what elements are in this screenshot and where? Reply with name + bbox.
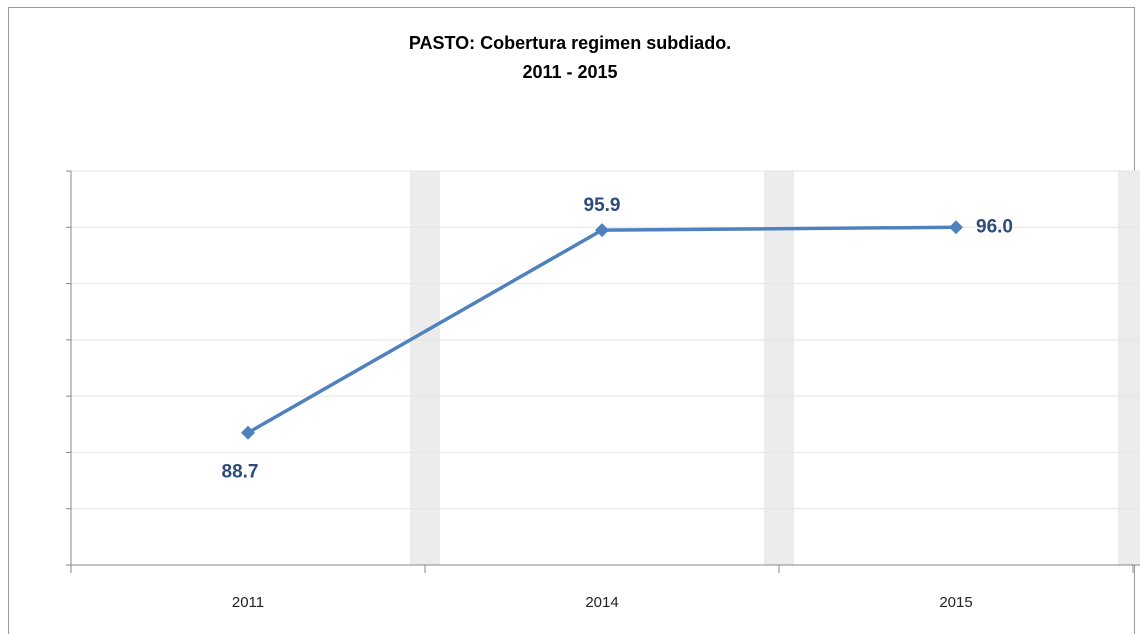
- marker: [595, 223, 609, 238]
- vertical-band: [764, 171, 794, 565]
- data-label: 95.9: [584, 195, 621, 216]
- line: [247, 225, 957, 435]
- data-label: 88.7: [222, 462, 259, 483]
- marker: [949, 220, 963, 235]
- chart-subtitle: 2011 - 2015: [522, 62, 617, 82]
- chart-border: [8, 7, 1135, 634]
- x-tick-label: 2015: [939, 594, 972, 611]
- marker: [241, 425, 255, 440]
- x-tick-label: 2011: [232, 594, 264, 611]
- x-tick-label: 2014: [585, 594, 618, 611]
- chart-title: PASTO: Cobertura regimen subdiado.: [409, 33, 731, 53]
- data-label: 96.0: [976, 216, 1013, 237]
- vertical-band: [1118, 171, 1140, 565]
- vertical-band: [410, 171, 440, 565]
